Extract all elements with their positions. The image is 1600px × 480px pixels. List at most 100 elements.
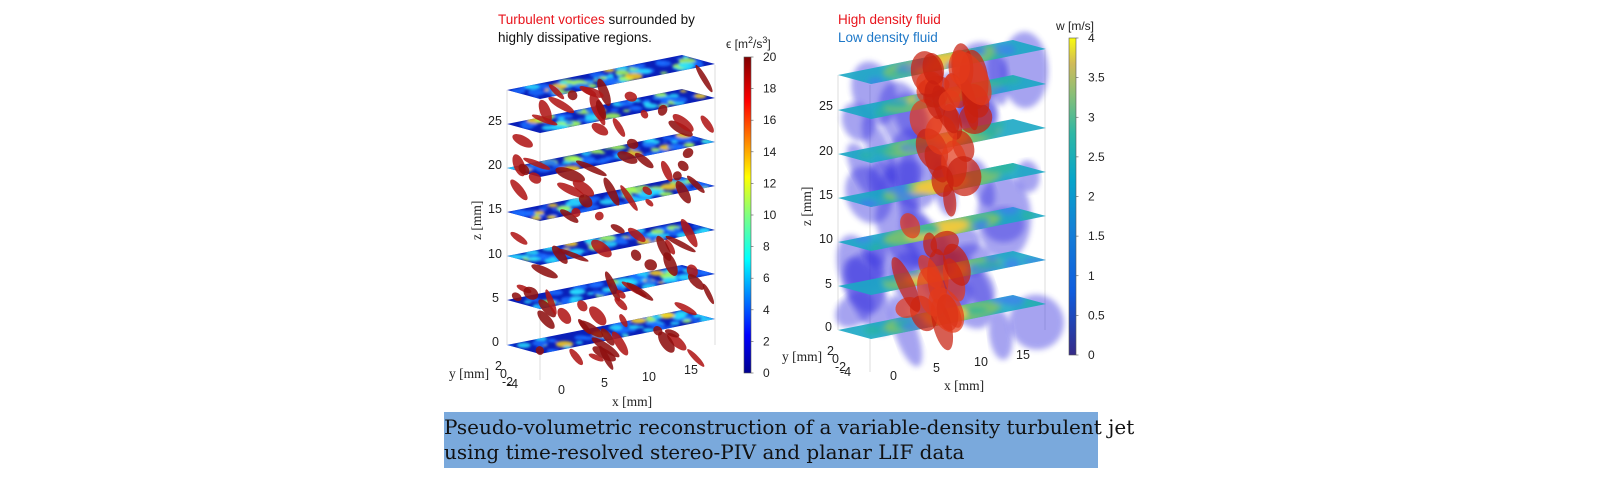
z-tick: 15 <box>488 202 502 216</box>
epsilon-colorbar-ticks: 0 2 4 6 8 10 12 14 16 18 20 <box>751 50 777 380</box>
low-density-label: Low density fluid <box>838 30 938 45</box>
vortex-tube <box>604 271 621 302</box>
low-density-blob <box>967 268 996 308</box>
vortex-tube <box>686 175 705 193</box>
high-density-blob <box>900 213 921 239</box>
z-tick: 25 <box>488 114 502 128</box>
high-density-blob <box>928 287 965 333</box>
high-density-blob <box>922 52 945 85</box>
vortex-tube <box>686 264 698 278</box>
vortex-tube <box>627 227 646 243</box>
high-density-blob <box>891 257 921 312</box>
vortex-tube <box>591 337 620 358</box>
vortex-tube <box>665 235 696 253</box>
y-tick: 0 <box>500 367 507 381</box>
vortex-tube <box>614 297 628 311</box>
z-tick: 20 <box>819 144 833 158</box>
colorbar-tick-label: 1.5 <box>1088 229 1105 243</box>
vortex-tube <box>700 115 714 133</box>
vortex-tube <box>551 245 568 264</box>
z-tick: 0 <box>492 335 499 349</box>
colorbar-tick-label: 16 <box>763 113 777 127</box>
vortex-tube <box>545 289 557 315</box>
x-tick: 5 <box>601 376 608 390</box>
epsilon-colorbar <box>743 56 752 374</box>
colorbar-tick-label: 8 <box>763 240 770 254</box>
vortex-tube <box>575 160 607 177</box>
y-tick: -4 <box>840 365 851 379</box>
vortex-tube <box>511 292 522 302</box>
colorbar-tick-label: 18 <box>763 82 777 96</box>
colorbar-tick-label: 0.5 <box>1088 308 1105 322</box>
z-tick: 15 <box>819 188 833 202</box>
vortex-tube <box>620 185 638 211</box>
vortex-tube <box>594 211 604 221</box>
colorbar-tick-label: 3.5 <box>1088 71 1105 85</box>
vortex-tube <box>660 160 673 182</box>
y-tick: 2 <box>827 344 834 358</box>
vortex-tube <box>589 306 607 326</box>
vortex-tube <box>567 90 578 101</box>
vortex-tube <box>642 186 653 196</box>
colorbar-tick-label: 2 <box>1088 190 1095 204</box>
z-axis-label: z [mm] <box>469 201 484 240</box>
vortex-tube <box>518 163 530 176</box>
vortex-tube <box>702 283 715 305</box>
vortex-tube <box>603 177 620 206</box>
y-axis-label: y [mm] <box>449 366 489 381</box>
vortex-tube <box>695 64 713 93</box>
vortex-tube <box>617 151 638 164</box>
high-density-blob <box>923 232 938 258</box>
z-axis-label: z [mm] <box>799 187 814 226</box>
vortex-tube <box>672 171 682 181</box>
vortex-tube <box>612 118 626 137</box>
caption-line-2: using time-resolved stereo-PIV and plana… <box>444 440 965 464</box>
vortex-tube <box>610 224 625 234</box>
vortex-tube <box>619 314 628 328</box>
z-tick: 5 <box>492 291 499 305</box>
vortex-tube <box>668 120 693 137</box>
x-axis-label: x [mm] <box>612 394 652 409</box>
vortex-tube <box>624 91 637 102</box>
vortex-tube <box>611 331 629 356</box>
y-tick: 2 <box>495 359 502 373</box>
vortex-tube <box>596 99 607 120</box>
figure-caption: Pseudo-volumetric reconstruction of a va… <box>444 412 1134 468</box>
high-density-label: High density fluid <box>838 12 941 27</box>
high-density-blob <box>938 90 961 111</box>
vortex-tube <box>557 307 572 324</box>
vortex-tube <box>645 198 654 207</box>
vortex-tube <box>531 264 558 279</box>
y-tick: -2 <box>502 375 513 389</box>
vortex-tube <box>555 167 586 183</box>
vortex-isosurfaces <box>510 64 715 370</box>
velocity-colorbar-ticks: 0 0.5 1 1.5 2 2.5 3 3.5 4 <box>1076 31 1105 362</box>
x-tick: 15 <box>1016 348 1030 362</box>
vortex-tube <box>644 259 657 271</box>
left-box-lines <box>506 65 716 380</box>
epsilon-colorbar-label: ϵ [m2/s3] <box>726 35 771 51</box>
x-tick: 0 <box>558 383 565 397</box>
colorbar-tick-label: 3 <box>1088 110 1095 124</box>
vortex-tube <box>512 134 533 148</box>
vortex-tube <box>653 326 663 336</box>
right-plot: 25 20 15 10 5 0 2 0 -2 -4 0 5 10 15 x [m… <box>782 19 1105 393</box>
low-density-blob <box>988 309 1013 360</box>
vortex-tube <box>674 302 697 316</box>
caption-line-1: Pseudo-volumetric reconstruction of a va… <box>444 415 1135 439</box>
vortex-tube <box>640 110 649 119</box>
vortex-tube <box>577 300 588 312</box>
vortex-tube <box>578 194 593 208</box>
y-tick: -4 <box>507 377 518 391</box>
colorbar-tick-label: 14 <box>763 145 777 159</box>
velocity-colorbar <box>1068 37 1077 356</box>
z-tick: 10 <box>488 247 502 261</box>
epsilon-slice <box>507 55 715 99</box>
z-tick: 0 <box>825 320 832 334</box>
vortex-tube <box>591 239 612 258</box>
high-density-isosurface <box>891 43 993 351</box>
colorbar-tick-label: 1 <box>1088 269 1095 283</box>
vortex-tube <box>538 299 556 318</box>
colorbar-tick-label: 12 <box>763 176 777 190</box>
